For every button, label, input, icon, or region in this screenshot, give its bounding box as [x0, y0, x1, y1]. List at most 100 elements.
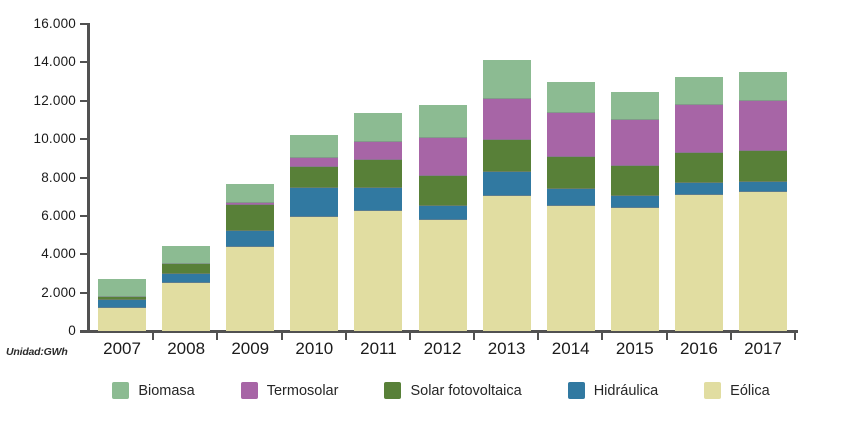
bar-segment-eolica-2007[interactable] [98, 308, 147, 331]
plot-area [90, 24, 795, 331]
x-axis-label-2009: 2009 [231, 339, 270, 358]
bar-segment-termosolar-2016[interactable] [674, 105, 723, 153]
bar-segment-termosolar-2011[interactable] [354, 142, 403, 160]
bar-segment-termosolar-2013[interactable] [482, 99, 531, 141]
legend-item-eolica[interactable]: Eólica [704, 382, 770, 399]
bar-segment-biomasa-2011[interactable] [354, 113, 403, 143]
bar-segment-biomasa-2014[interactable] [546, 82, 595, 113]
bar-segment-eolica-2008[interactable] [162, 283, 211, 331]
x-tick-mark [665, 333, 668, 340]
legend-swatch-hidraulica [567, 382, 585, 399]
bar-segment-solar-fotovoltaica-2015[interactable] [610, 165, 659, 196]
x-tick-mark [729, 333, 732, 340]
x-axis-label-2008: 2008 [167, 339, 206, 358]
bar-2009 [226, 184, 275, 331]
x-tick-mark [280, 333, 283, 340]
bar-segment-biomasa-2013[interactable] [482, 60, 531, 100]
bar-segment-hidraulica-2009[interactable] [226, 231, 275, 247]
bar-segment-hidraulica-2010[interactable] [290, 188, 339, 217]
y-tick-mark [80, 253, 88, 256]
legend-item-solar-fotovoltaica[interactable]: Solar fotovoltaica [384, 382, 522, 399]
bar-segment-solar-fotovoltaica-2008[interactable] [162, 264, 211, 275]
bar-segment-eolica-2013[interactable] [482, 195, 531, 331]
bar-segment-solar-fotovoltaica-2007[interactable] [98, 297, 147, 300]
bar-segment-hidraulica-2015[interactable] [610, 195, 659, 209]
x-tick-mark [216, 333, 219, 340]
x-tick-mark [473, 333, 476, 340]
bar-segment-solar-fotovoltaica-2011[interactable] [354, 159, 403, 188]
y-tick-mark [80, 330, 88, 332]
bar-segment-biomasa-2008[interactable] [162, 246, 211, 265]
bar-segment-biomasa-2017[interactable] [738, 71, 787, 102]
bar-segment-hidraulica-2012[interactable] [418, 205, 467, 220]
bar-segment-hidraulica-2013[interactable] [482, 172, 531, 196]
bar-segment-eolica-2015[interactable] [610, 208, 659, 331]
y-tick-label: 2.000 [41, 284, 76, 300]
bar-slot-2013 [475, 24, 539, 331]
bar-segment-biomasa-2015[interactable] [610, 91, 659, 121]
bar-segment-hidraulica-2011[interactable] [354, 187, 403, 212]
bar-segment-biomasa-2012[interactable] [418, 104, 467, 138]
bar-slot-2009 [218, 24, 282, 331]
bar-segment-biomasa-2010[interactable] [290, 134, 339, 158]
bar-segment-solar-fotovoltaica-2014[interactable] [546, 157, 595, 190]
y-tick-label: 16.000 [33, 16, 76, 31]
bar-segment-eolica-2010[interactable] [290, 216, 339, 331]
bar-2012 [418, 104, 467, 331]
bar-segment-eolica-2017[interactable] [738, 191, 787, 331]
y-tick-mark [80, 138, 88, 141]
bar-slot-2010 [282, 24, 346, 331]
y-tick-mark [80, 23, 88, 25]
bar-2014 [546, 82, 595, 331]
x-axis-label-2012: 2012 [423, 339, 462, 358]
x-axis-label-2016: 2016 [679, 339, 718, 358]
bar-2017 [738, 71, 787, 331]
bar-segment-eolica-2014[interactable] [546, 206, 595, 331]
legend-item-termosolar[interactable]: Termosolar [240, 382, 338, 399]
bar-2007 [98, 279, 147, 331]
y-tick-mark [80, 176, 88, 179]
bar-segment-biomasa-2016[interactable] [674, 76, 723, 106]
bar-segment-termosolar-2014[interactable] [546, 112, 595, 158]
bar-segment-biomasa-2007[interactable] [98, 279, 147, 298]
bar-segment-eolica-2016[interactable] [674, 195, 723, 331]
bar-segment-solar-fotovoltaica-2010[interactable] [290, 166, 339, 189]
bar-segment-eolica-2011[interactable] [354, 211, 403, 331]
bar-segment-eolica-2009[interactable] [226, 246, 275, 331]
bar-segment-biomasa-2009[interactable] [226, 184, 275, 203]
bar-segment-termosolar-2010[interactable] [290, 157, 339, 167]
bar-segment-solar-fotovoltaica-2009[interactable] [226, 204, 275, 232]
y-axis-line [87, 23, 90, 333]
bar-segment-termosolar-2012[interactable] [418, 137, 467, 177]
bar-segment-hidraulica-2016[interactable] [674, 182, 723, 196]
bar-slot-2014 [539, 24, 603, 331]
bar-segment-solar-fotovoltaica-2012[interactable] [418, 176, 467, 206]
bar-segment-solar-fotovoltaica-2013[interactable] [482, 140, 531, 173]
bar-segment-termosolar-2015[interactable] [610, 120, 659, 166]
y-tick-label: 10.000 [33, 131, 76, 147]
x-axis-label-2013: 2013 [487, 339, 526, 358]
legend-item-hidraulica[interactable]: Hidráulica [567, 382, 658, 399]
bar-slot-2012 [410, 24, 474, 331]
bar-2013 [482, 60, 531, 331]
bar-segment-termosolar-2017[interactable] [738, 101, 787, 151]
x-axis-label-2014: 2014 [551, 339, 590, 358]
legend: Biomasa Termosolar Solar fotovoltaica Hidrá… [14, 382, 854, 399]
bar-segment-hidraulica-2007[interactable] [98, 299, 147, 308]
x-axis-label-2015: 2015 [615, 339, 654, 358]
bar-slot-2011 [346, 24, 410, 331]
bar-segment-hidraulica-2008[interactable] [162, 274, 211, 283]
bar-segment-termosolar-2009[interactable] [226, 202, 275, 205]
bar-segment-hidraulica-2017[interactable] [738, 181, 787, 192]
x-axis-line [80, 330, 798, 333]
x-axis-labels: 2007 2008 2009 2010 2011 2012 2013 2014 2015 2016… [90, 339, 795, 359]
bar-segment-hidraulica-2014[interactable] [546, 189, 595, 207]
legend-item-biomasa[interactable]: Biomasa [112, 382, 195, 399]
x-tick-mark [152, 333, 155, 340]
bar-segment-solar-fotovoltaica-2017[interactable] [738, 150, 787, 182]
bar-segment-solar-fotovoltaica-2016[interactable] [674, 152, 723, 183]
bar-segment-eolica-2012[interactable] [418, 219, 467, 331]
x-axis-label-2017: 2017 [744, 339, 782, 358]
x-axis-label-2010: 2010 [295, 339, 334, 358]
